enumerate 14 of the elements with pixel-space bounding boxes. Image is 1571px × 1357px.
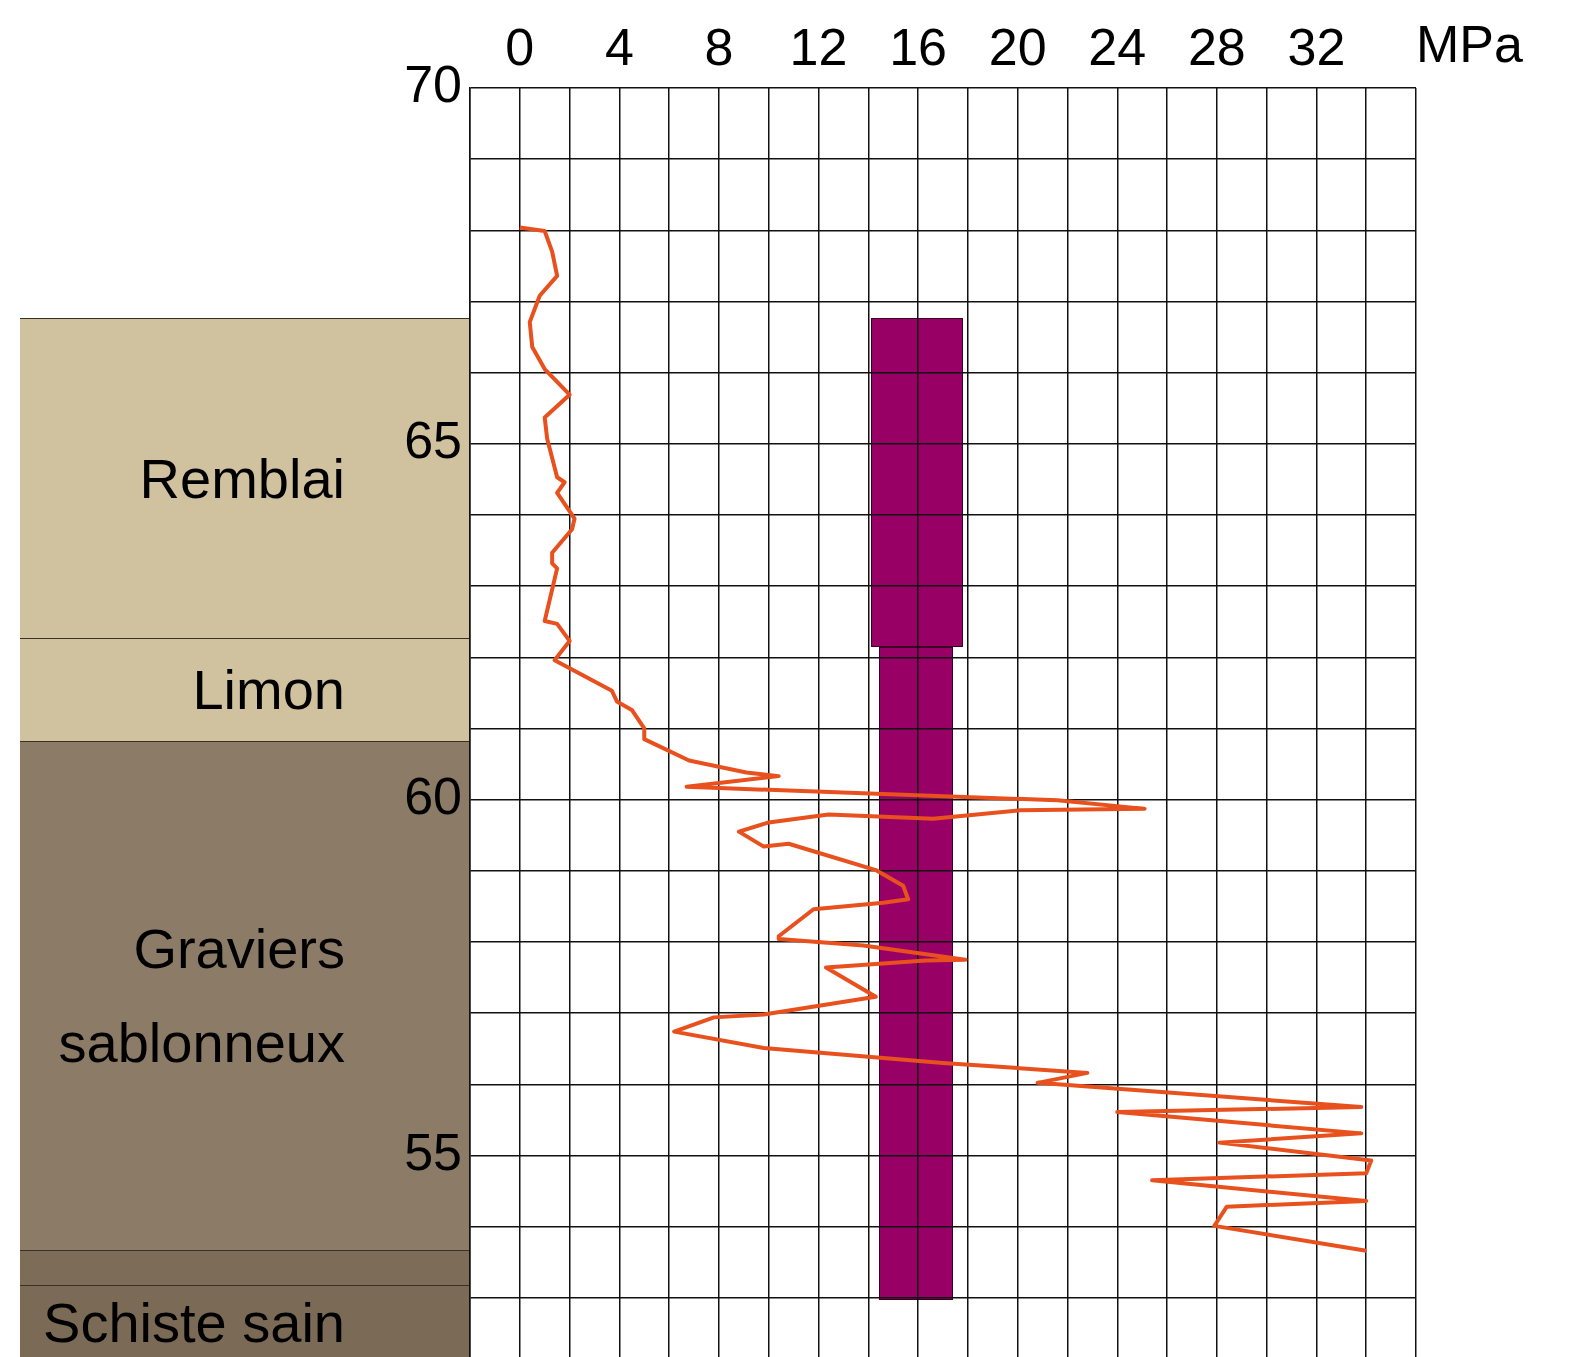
x-tick-label: 16 [889, 18, 948, 77]
x-tick-label: 28 [1187, 18, 1246, 77]
y-tick-label: 70 [404, 55, 462, 114]
y-tick-label: 60 [404, 766, 462, 825]
x-axis-title: MPa [1416, 15, 1523, 74]
x-tick-label: 24 [1088, 18, 1147, 77]
y-tick-label: 55 [404, 1122, 462, 1181]
x-tick-label: 12 [789, 18, 848, 77]
x-tick-label: 32 [1287, 18, 1346, 77]
x-tick-label: 0 [505, 18, 535, 77]
x-tick-label: 20 [988, 18, 1047, 77]
x-tick-label: 4 [604, 18, 634, 77]
x-tick-label: 8 [704, 18, 734, 77]
y-tick-label: 65 [404, 411, 462, 470]
